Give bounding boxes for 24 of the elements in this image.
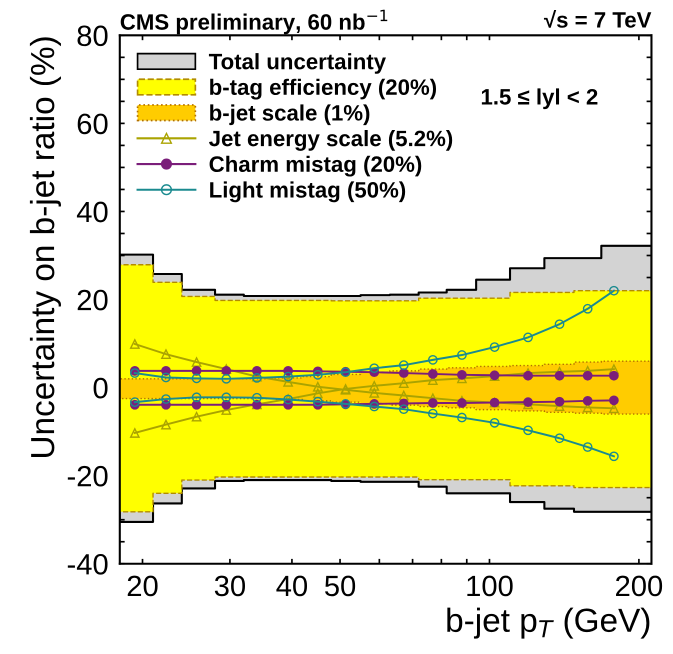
legend-label: Light mistag (50%) <box>210 181 406 202</box>
y-tick-label: 40 <box>76 202 108 222</box>
y-tick-label: -20 <box>68 466 108 487</box>
x-tick-label: 20 <box>128 576 158 596</box>
legend-label: b-jet scale (1%) <box>210 104 370 126</box>
y-tick-label: 60 <box>78 114 108 134</box>
y-tick-label: 80 <box>78 26 108 46</box>
x-tick-label: 200 <box>616 576 662 596</box>
legend-label: Jet energy scale (5.2%) <box>209 130 452 151</box>
legend-label: Charm mistag (20%) <box>210 156 422 177</box>
annotation: 1.5 ≤ lyl < 2 <box>482 88 598 110</box>
y-tick-label: 20 <box>78 290 108 310</box>
chart-title: CMS preliminary, 60 nb$^{−1}$ <box>120 10 388 34</box>
y-tick-label: -40 <box>68 554 108 575</box>
x-tick-label: 40 <box>276 576 308 596</box>
x-axis-title: b-jet p$_{T}$ (GeV) <box>447 608 650 639</box>
legend-label: Total uncertainty <box>208 53 386 74</box>
x-tick-label: 100 <box>467 576 513 596</box>
legend-label: b-tag efficiency (20%) <box>210 78 436 100</box>
y-axis-title: Uncertainty on b-jet ratio (%) <box>30 37 61 457</box>
text: √s = 7 TeV <box>544 10 652 28</box>
y-tick-label: 0 <box>94 378 108 398</box>
x-tick-label: 30 <box>214 576 245 596</box>
x-tick-label: 50 <box>324 576 356 596</box>
